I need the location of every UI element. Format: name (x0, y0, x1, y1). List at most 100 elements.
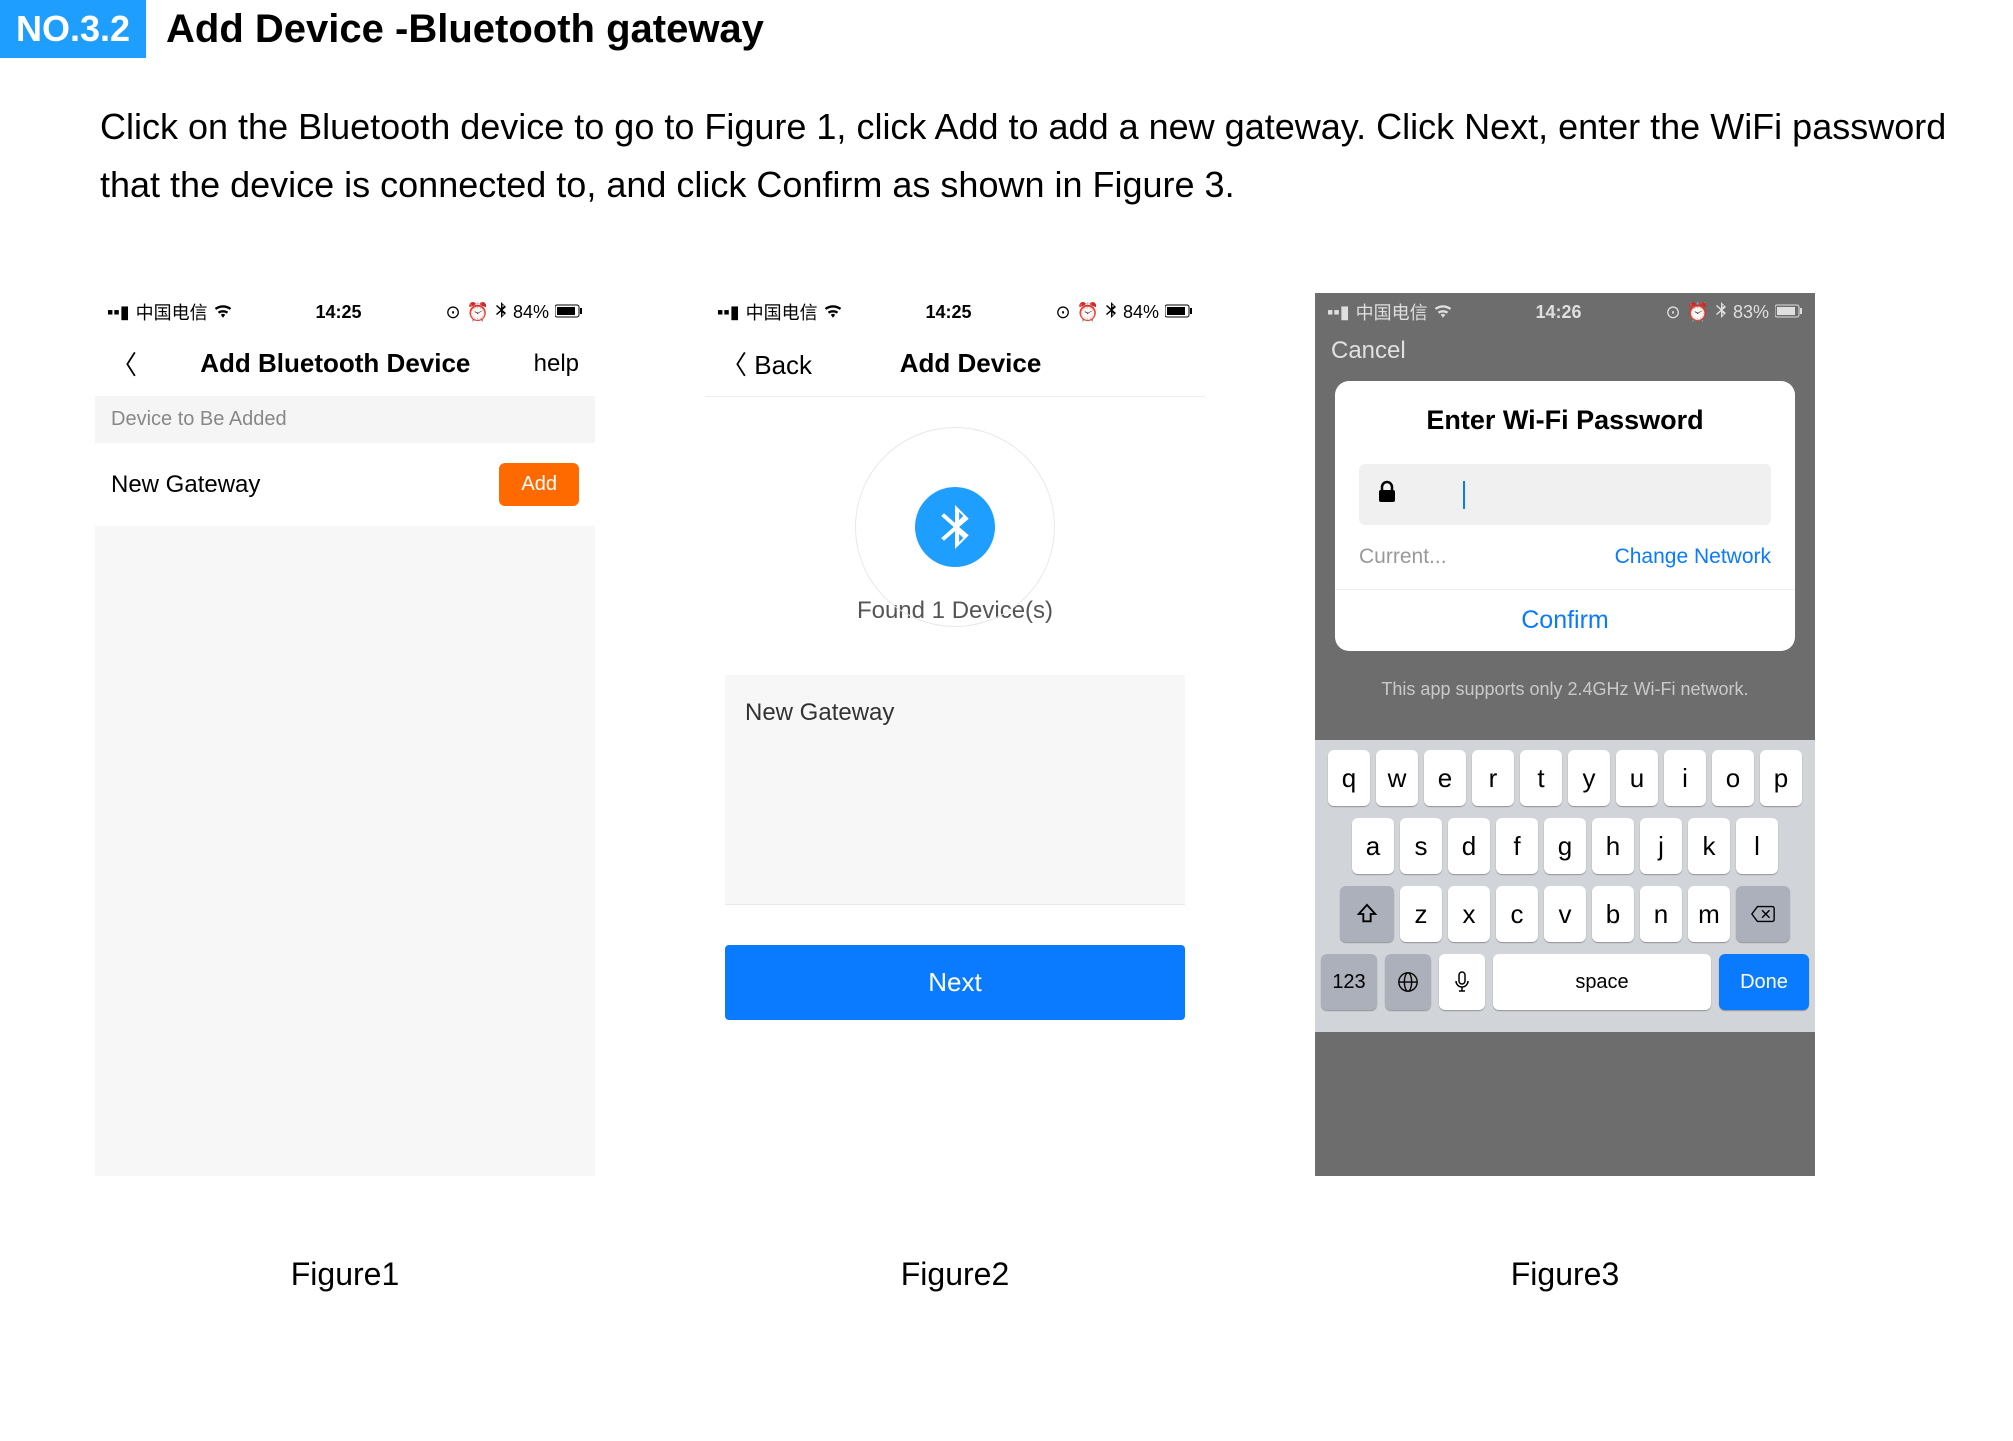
signal-icon: ▪▪▮ (107, 302, 130, 323)
bluetooth-icon (915, 487, 995, 567)
nav-bar: 〈 Back Add Device (705, 331, 1205, 397)
backspace-key[interactable] (1736, 886, 1790, 942)
nav-title: Add Bluetooth Device (200, 348, 470, 379)
support-note: This app supports only 2.4GHz Wi-Fi netw… (1315, 671, 1815, 740)
battery-icon (1775, 302, 1803, 323)
header-row: NO.3.2 Add Device -Bluetooth gateway (0, 0, 2013, 58)
orientation-lock-icon: ⊙ (1055, 302, 1070, 323)
device-label: New Gateway (111, 471, 260, 499)
wifi-icon (214, 302, 232, 323)
back-chevron-icon[interactable]: 〈 (111, 345, 137, 382)
orientation-lock-icon: ⊙ (1665, 302, 1680, 323)
carrier-text: 中国电信 (1356, 299, 1428, 325)
battery-icon (1165, 302, 1193, 323)
key-m[interactable]: m (1688, 886, 1730, 942)
phones-row: ▪▪▮ 中国电信 14:25 ⊙ ⏰ 84% 〈 Add Blu (95, 293, 2013, 1176)
blank-area (95, 526, 595, 1176)
battery-text: 84% (513, 302, 549, 323)
caption-3: Figure3 (1315, 1256, 1815, 1293)
status-bar: ▪▪▮ 中国电信 14:25 ⊙ ⏰ 84% (95, 293, 595, 331)
key-x[interactable]: x (1448, 886, 1490, 942)
phone-2: ▪▪▮ 中国电信 14:25 ⊙ ⏰ 84% 〈 Back Ad (705, 293, 1205, 1176)
bluetooth-scan: Found 1 Device(s) (705, 397, 1205, 645)
signal-icon: ▪▪▮ (717, 302, 740, 323)
text-cursor (1463, 481, 1465, 509)
key-z[interactable]: z (1400, 886, 1442, 942)
scan-ring (855, 427, 1055, 627)
key-l[interactable]: l (1736, 818, 1778, 874)
cancel-button[interactable]: Cancel (1315, 331, 1815, 375)
key-h[interactable]: h (1592, 818, 1634, 874)
carrier-text: 中国电信 (136, 299, 208, 325)
back-button[interactable]: 〈 Back (721, 345, 812, 382)
key-g[interactable]: g (1544, 818, 1586, 874)
change-network-link[interactable]: Change Network (1615, 545, 1771, 569)
key-q[interactable]: q (1328, 750, 1370, 806)
key-u[interactable]: u (1616, 750, 1658, 806)
keyboard: qwertyuiop asdfghjkl zxcvbnm 123 (1315, 740, 1815, 1032)
orientation-lock-icon: ⊙ (445, 302, 460, 323)
captions-row: Figure1 Figure2 Figure3 (95, 1256, 2013, 1293)
done-key[interactable]: Done (1719, 954, 1809, 1010)
key-e[interactable]: e (1424, 750, 1466, 806)
device-card[interactable]: New Gateway (725, 675, 1185, 905)
phone-1: ▪▪▮ 中国电信 14:25 ⊙ ⏰ 84% 〈 Add Blu (95, 293, 595, 1176)
help-link[interactable]: help (534, 350, 579, 378)
add-button[interactable]: Add (499, 463, 579, 506)
bluetooth-icon (1105, 302, 1117, 323)
key-row-3: zxcvbnm (1321, 886, 1809, 942)
bluetooth-icon (495, 302, 507, 323)
nav-bar: 〈 Add Bluetooth Device help (95, 331, 595, 396)
key-b[interactable]: b (1592, 886, 1634, 942)
description-text: Click on the Bluetooth device to go to F… (100, 98, 1993, 213)
current-network-text: Current... (1359, 545, 1447, 569)
key-w[interactable]: w (1376, 750, 1418, 806)
shift-key[interactable] (1340, 886, 1394, 942)
confirm-button[interactable]: Confirm (1335, 589, 1795, 635)
lock-icon (1377, 480, 1397, 509)
phone-3: ▪▪▮ 中国电信 14:26 ⊙ ⏰ 83% Cancel Ente (1315, 293, 1815, 1176)
key-j[interactable]: j (1640, 818, 1682, 874)
key-o[interactable]: o (1712, 750, 1754, 806)
numbers-key[interactable]: 123 (1321, 954, 1377, 1010)
password-field[interactable] (1359, 464, 1771, 525)
key-r[interactable]: r (1472, 750, 1514, 806)
key-a[interactable]: a (1352, 818, 1394, 874)
battery-icon (555, 302, 583, 323)
key-v[interactable]: v (1544, 886, 1586, 942)
space-key[interactable]: space (1493, 954, 1711, 1010)
key-k[interactable]: k (1688, 818, 1730, 874)
alarm-icon: ⏰ (467, 302, 489, 323)
network-links: Current... Change Network (1359, 545, 1771, 569)
key-c[interactable]: c (1496, 886, 1538, 942)
status-time: 14:25 (316, 302, 362, 323)
alarm-icon: ⏰ (1077, 302, 1099, 323)
globe-key[interactable] (1385, 954, 1431, 1010)
status-bar: ▪▪▮ 中国电信 14:25 ⊙ ⏰ 84% (705, 293, 1205, 331)
key-y[interactable]: y (1568, 750, 1610, 806)
wifi-icon (824, 302, 842, 323)
key-i[interactable]: i (1664, 750, 1706, 806)
key-s[interactable]: s (1400, 818, 1442, 874)
bluetooth-icon (1715, 302, 1727, 323)
mic-key[interactable] (1439, 954, 1485, 1010)
next-button[interactable]: Next (725, 945, 1185, 1020)
signal-icon: ▪▪▮ (1327, 302, 1350, 323)
wifi-icon (1434, 302, 1452, 323)
caption-1: Figure1 (95, 1256, 595, 1293)
battery-text: 83% (1733, 302, 1769, 323)
key-t[interactable]: t (1520, 750, 1562, 806)
key-n[interactable]: n (1640, 886, 1682, 942)
key-row-2: asdfghjkl (1321, 818, 1809, 874)
key-d[interactable]: d (1448, 818, 1490, 874)
key-f[interactable]: f (1496, 818, 1538, 874)
alarm-icon: ⏰ (1687, 302, 1709, 323)
key-row-1: qwertyuiop (1321, 750, 1809, 806)
key-row-4: 123 space Done (1321, 954, 1809, 1010)
status-bar: ▪▪▮ 中国电信 14:26 ⊙ ⏰ 83% (1315, 293, 1815, 331)
page-title: Add Device -Bluetooth gateway (166, 7, 764, 52)
carrier-text: 中国电信 (746, 299, 818, 325)
key-p[interactable]: p (1760, 750, 1802, 806)
status-time: 14:26 (1536, 302, 1582, 323)
wifi-modal: Enter Wi-Fi Password Current... Change N… (1335, 381, 1795, 651)
